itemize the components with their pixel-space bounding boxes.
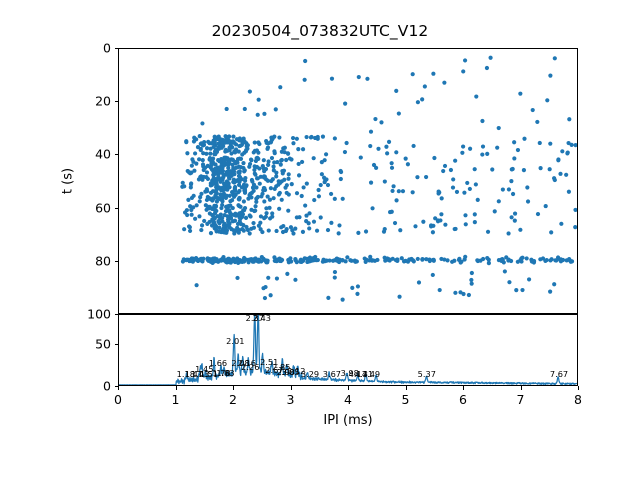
peak-label: 4.17 bbox=[348, 369, 367, 380]
peak-label: 1.78 bbox=[212, 367, 231, 378]
hist-x-tick-label: 5 bbox=[401, 392, 410, 407]
peak-label: 7.67 bbox=[549, 369, 569, 380]
scatter-y-tick-mark bbox=[114, 101, 118, 103]
hist-x-tick-mark bbox=[348, 386, 350, 390]
peak-label: 1.18 bbox=[176, 369, 195, 380]
hist-y-tick-label: 0 bbox=[103, 378, 111, 394]
hist-x-tick-mark bbox=[233, 386, 235, 390]
scatter-y-tick-mark bbox=[114, 314, 118, 316]
scatter-points-layer bbox=[180, 55, 577, 302]
peak-label: 1.66 bbox=[208, 358, 228, 369]
peak-label: 2.67 bbox=[265, 365, 284, 375]
hist-x-tick-label: 6 bbox=[459, 392, 467, 407]
hist-x-tick-mark bbox=[290, 386, 292, 390]
hist-x-tick-label: 4 bbox=[344, 392, 352, 407]
hist-x-tick-mark bbox=[175, 386, 177, 390]
peak-label: 1.45 bbox=[195, 364, 214, 375]
peak-label: 3.12 bbox=[287, 365, 306, 376]
hist-x-tick-mark bbox=[405, 386, 407, 390]
peak-label: 3.29 bbox=[300, 369, 320, 380]
peak-label: 2.85 bbox=[272, 362, 291, 373]
peak-label: 1.51 bbox=[199, 369, 219, 380]
peak-label: 2.93 bbox=[276, 366, 296, 377]
histogram-axes bbox=[118, 314, 578, 386]
scatter-y-tick-label: 60 bbox=[95, 200, 111, 216]
scatter-y-tick-label: 0 bbox=[103, 40, 111, 56]
peak-label: 2.26 bbox=[241, 361, 260, 372]
peak-label: 2.51 bbox=[260, 357, 279, 368]
hist-x-tick-mark bbox=[118, 386, 120, 390]
peak-label: 2.08 bbox=[231, 358, 250, 369]
scatter-y-tick-label: 80 bbox=[95, 253, 111, 269]
hist-x-tick-label: 0 bbox=[114, 392, 122, 407]
hist-y-tick-mark bbox=[114, 343, 118, 345]
histogram-line-layer bbox=[119, 315, 577, 385]
peak-label: 1.83 bbox=[216, 367, 235, 378]
peak-label: 1.43 bbox=[191, 369, 210, 380]
scatter-y-tick-mark bbox=[114, 260, 118, 262]
peak-label: 5.37 bbox=[417, 369, 436, 380]
peak-label: 4.31 bbox=[354, 369, 374, 380]
scatter-y-tick-mark bbox=[114, 48, 118, 50]
hist-x-tick-label: 8 bbox=[574, 392, 582, 407]
hist-x-tick-mark bbox=[520, 386, 522, 390]
peak-label: 3.67 bbox=[322, 369, 342, 380]
y-axis-label: t (s) bbox=[60, 167, 76, 195]
hist-y-tick-label: 50 bbox=[95, 336, 111, 352]
scatter-y-tick-label: 100 bbox=[87, 306, 111, 322]
peak-label: 1.41 bbox=[184, 369, 204, 380]
page-title: 20230504_073832UTC_V12 bbox=[211, 22, 429, 40]
hist-x-tick-label: 7 bbox=[516, 392, 525, 407]
hist-y-tick-mark bbox=[114, 386, 118, 388]
hist-x-tick-label: 1 bbox=[171, 392, 180, 407]
hist-x-tick-label: 3 bbox=[286, 392, 295, 407]
peak-label: 3.98 bbox=[340, 368, 359, 379]
peak-label: 3.05 bbox=[281, 366, 300, 377]
scatter-y-tick-mark bbox=[114, 207, 118, 209]
scatter-plot-axes bbox=[118, 48, 578, 314]
peak-label: 2.01 bbox=[226, 336, 245, 347]
peak-label: 2.43 bbox=[252, 313, 271, 324]
scatter-y-tick-label: 20 bbox=[95, 93, 111, 109]
peak-label: 2.37 bbox=[245, 313, 264, 324]
peak-label: 2.16 bbox=[237, 358, 256, 369]
hist-x-tick-label: 2 bbox=[229, 392, 237, 407]
x-axis-label: IPI (ms) bbox=[323, 413, 373, 428]
hist-x-tick-mark bbox=[578, 386, 580, 390]
hist-x-tick-mark bbox=[463, 386, 465, 390]
scatter-y-tick-mark bbox=[114, 154, 118, 156]
scatter-y-tick-label: 40 bbox=[95, 146, 111, 162]
peak-label: 4.49 bbox=[361, 369, 381, 380]
